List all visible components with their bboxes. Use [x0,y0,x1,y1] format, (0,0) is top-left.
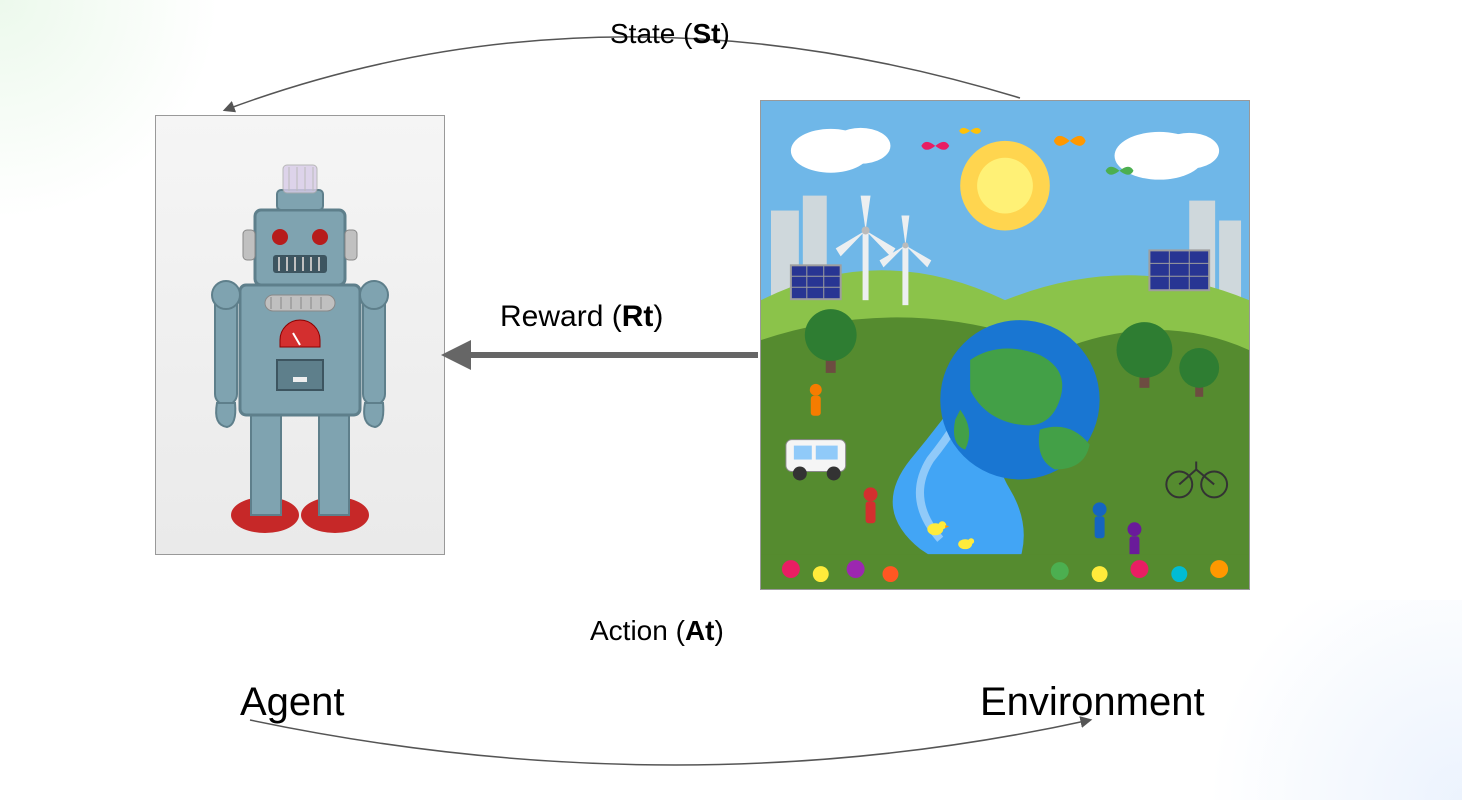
action-label-prefix: Action ( [590,615,685,646]
action-label-suffix: ) [714,615,723,646]
environment-label-text: Environment [980,680,1205,724]
robot-icon [185,135,415,535]
environment-node [760,100,1250,590]
decorative-gradient-bottom-right [1162,600,1462,800]
state-label-suffix: ) [720,18,729,49]
state-label-prefix: State ( [610,18,692,49]
environment-illustration-icon [761,101,1249,589]
agent-node [155,115,445,555]
action-arrow [250,720,1090,765]
agent-label: Agent [240,680,345,725]
agent-label-text: Agent [240,680,345,724]
reward-edge-label: Reward (Rt) [500,300,663,334]
action-label-bold: At [685,615,715,646]
action-edge-label: Action (At) [590,615,724,647]
reward-label-suffix: ) [653,300,663,333]
reward-label-bold: Rt [622,300,654,333]
reward-label-prefix: Reward ( [500,300,622,333]
state-label-bold: St [692,18,720,49]
environment-label: Environment [980,680,1205,725]
state-edge-label: State (St) [610,18,730,50]
diagram-canvas: Agent Environment State (St) Reward (Rt)… [0,0,1462,800]
